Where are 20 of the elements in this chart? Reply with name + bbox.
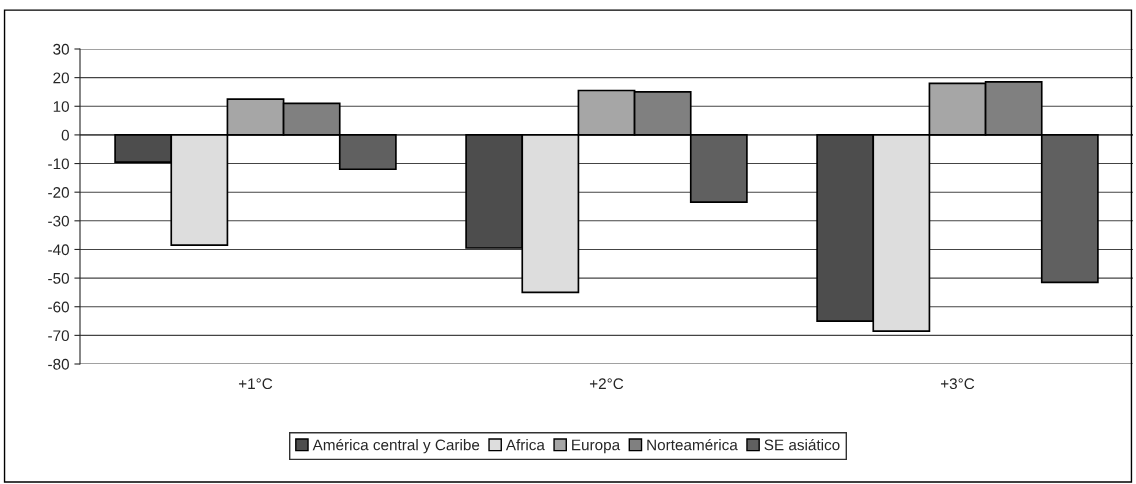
legend-label: Norteamérica [647, 438, 738, 451]
x-tick-label: +1°C [238, 378, 273, 390]
y-tick-label: -10 [48, 158, 69, 170]
y-tick-label: -40 [48, 244, 69, 256]
x-tick-label: +3°C [940, 378, 975, 390]
y-tick-label: 0 [61, 129, 69, 141]
y-tick-label: 30 [53, 43, 69, 55]
y-tick-label: -70 [48, 330, 69, 342]
y-tick-label: 20 [53, 72, 69, 84]
x-tick-label: +2°C [589, 378, 624, 390]
y-tick-label: -20 [48, 187, 69, 198]
y-tick-label: -30 [48, 215, 69, 227]
legend-label: Europa [572, 439, 621, 454]
legend-label: SE asiático [764, 438, 840, 451]
legend-label: América central y Caribe [312, 438, 480, 454]
legend-label: Africa [505, 439, 545, 451]
y-tick-label: -60 [48, 301, 69, 313]
y-tick-label: -50 [48, 272, 69, 284]
y-tick-label: 10 [53, 101, 69, 112]
y-tick-label: -80 [48, 358, 69, 370]
